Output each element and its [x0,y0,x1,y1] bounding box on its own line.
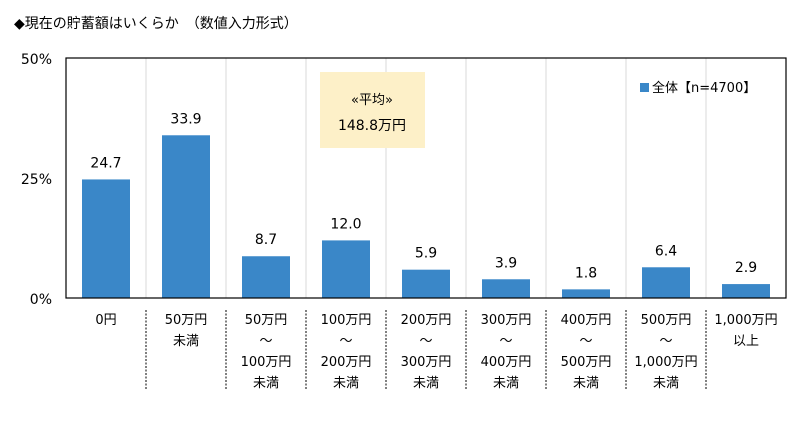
average-annotation: «平均» 148.8万円 [320,72,425,148]
x-tick-label: 300万円 [401,355,452,370]
x-tick-label: 100万円 [321,313,372,328]
data-label: 33.9 [170,111,201,127]
x-tick-label: 500万円 [561,355,612,370]
chart-title: ◆現在の貯蓄額はいくらか （数値入力形式） [14,16,298,32]
x-tick-label: 400万円 [481,355,532,370]
x-tick-label: 400万円 [561,313,612,328]
bar [722,284,770,298]
bar [162,135,210,298]
data-label: 12.0 [330,216,361,232]
bar [642,267,690,298]
x-tick-label: ～ [579,334,592,349]
x-tick-label: 未満 [253,376,279,391]
bar [402,269,450,298]
data-label: 6.4 [655,243,677,259]
x-tick-label: ～ [499,334,512,349]
legend: 全体【n=4700】 [640,80,756,96]
data-label: 8.7 [255,232,277,248]
data-label: 3.9 [495,255,517,271]
x-tick-label: 500万円 [641,313,692,328]
bar [82,179,130,298]
plot-frame [65,57,787,299]
x-tick-label: ～ [419,334,432,349]
x-tick-label: 50万円 [245,313,288,328]
bar [322,240,370,298]
x-tick-label: ～ [339,334,352,349]
annotation-line1: «平均» [351,93,393,108]
x-tick-label: 50万円 [165,313,208,328]
x-tick-label: 未満 [413,376,439,391]
bar [242,256,290,298]
x-tick-label: 1,000万円 [634,355,697,370]
annotation-line2: 148.8万円 [338,118,406,134]
x-tick-label: ～ [659,334,672,349]
bar [562,289,610,298]
x-tick-label: 未満 [333,376,359,391]
x-tick-label: 100万円 [241,355,292,370]
x-tick-label: 未満 [493,376,519,391]
y-tick-label: 25% [21,172,52,188]
x-tick-label: 1,000万円 [714,313,777,328]
x-tick-label: 300万円 [481,313,532,328]
data-label: 2.9 [735,260,757,276]
x-tick-label: 200万円 [321,355,372,370]
bar [482,279,530,298]
x-tick-label: 0円 [95,313,116,328]
data-label: 5.9 [415,246,437,262]
y-tick-label: 0% [30,292,52,308]
y-tick-label: 50% [21,52,52,68]
x-tick-label: ～ [259,334,272,349]
legend-label: 全体【n=4700】 [652,80,756,96]
data-label: 1.8 [575,265,597,281]
x-tick-label: 未満 [173,334,199,349]
x-tick-label: 未満 [653,376,679,391]
x-tick-label: 以上 [733,334,759,349]
data-label: 24.7 [90,155,121,171]
x-tick-label: 未満 [573,376,599,391]
x-tick-label: 200万円 [401,313,452,328]
legend-swatch [640,83,649,92]
